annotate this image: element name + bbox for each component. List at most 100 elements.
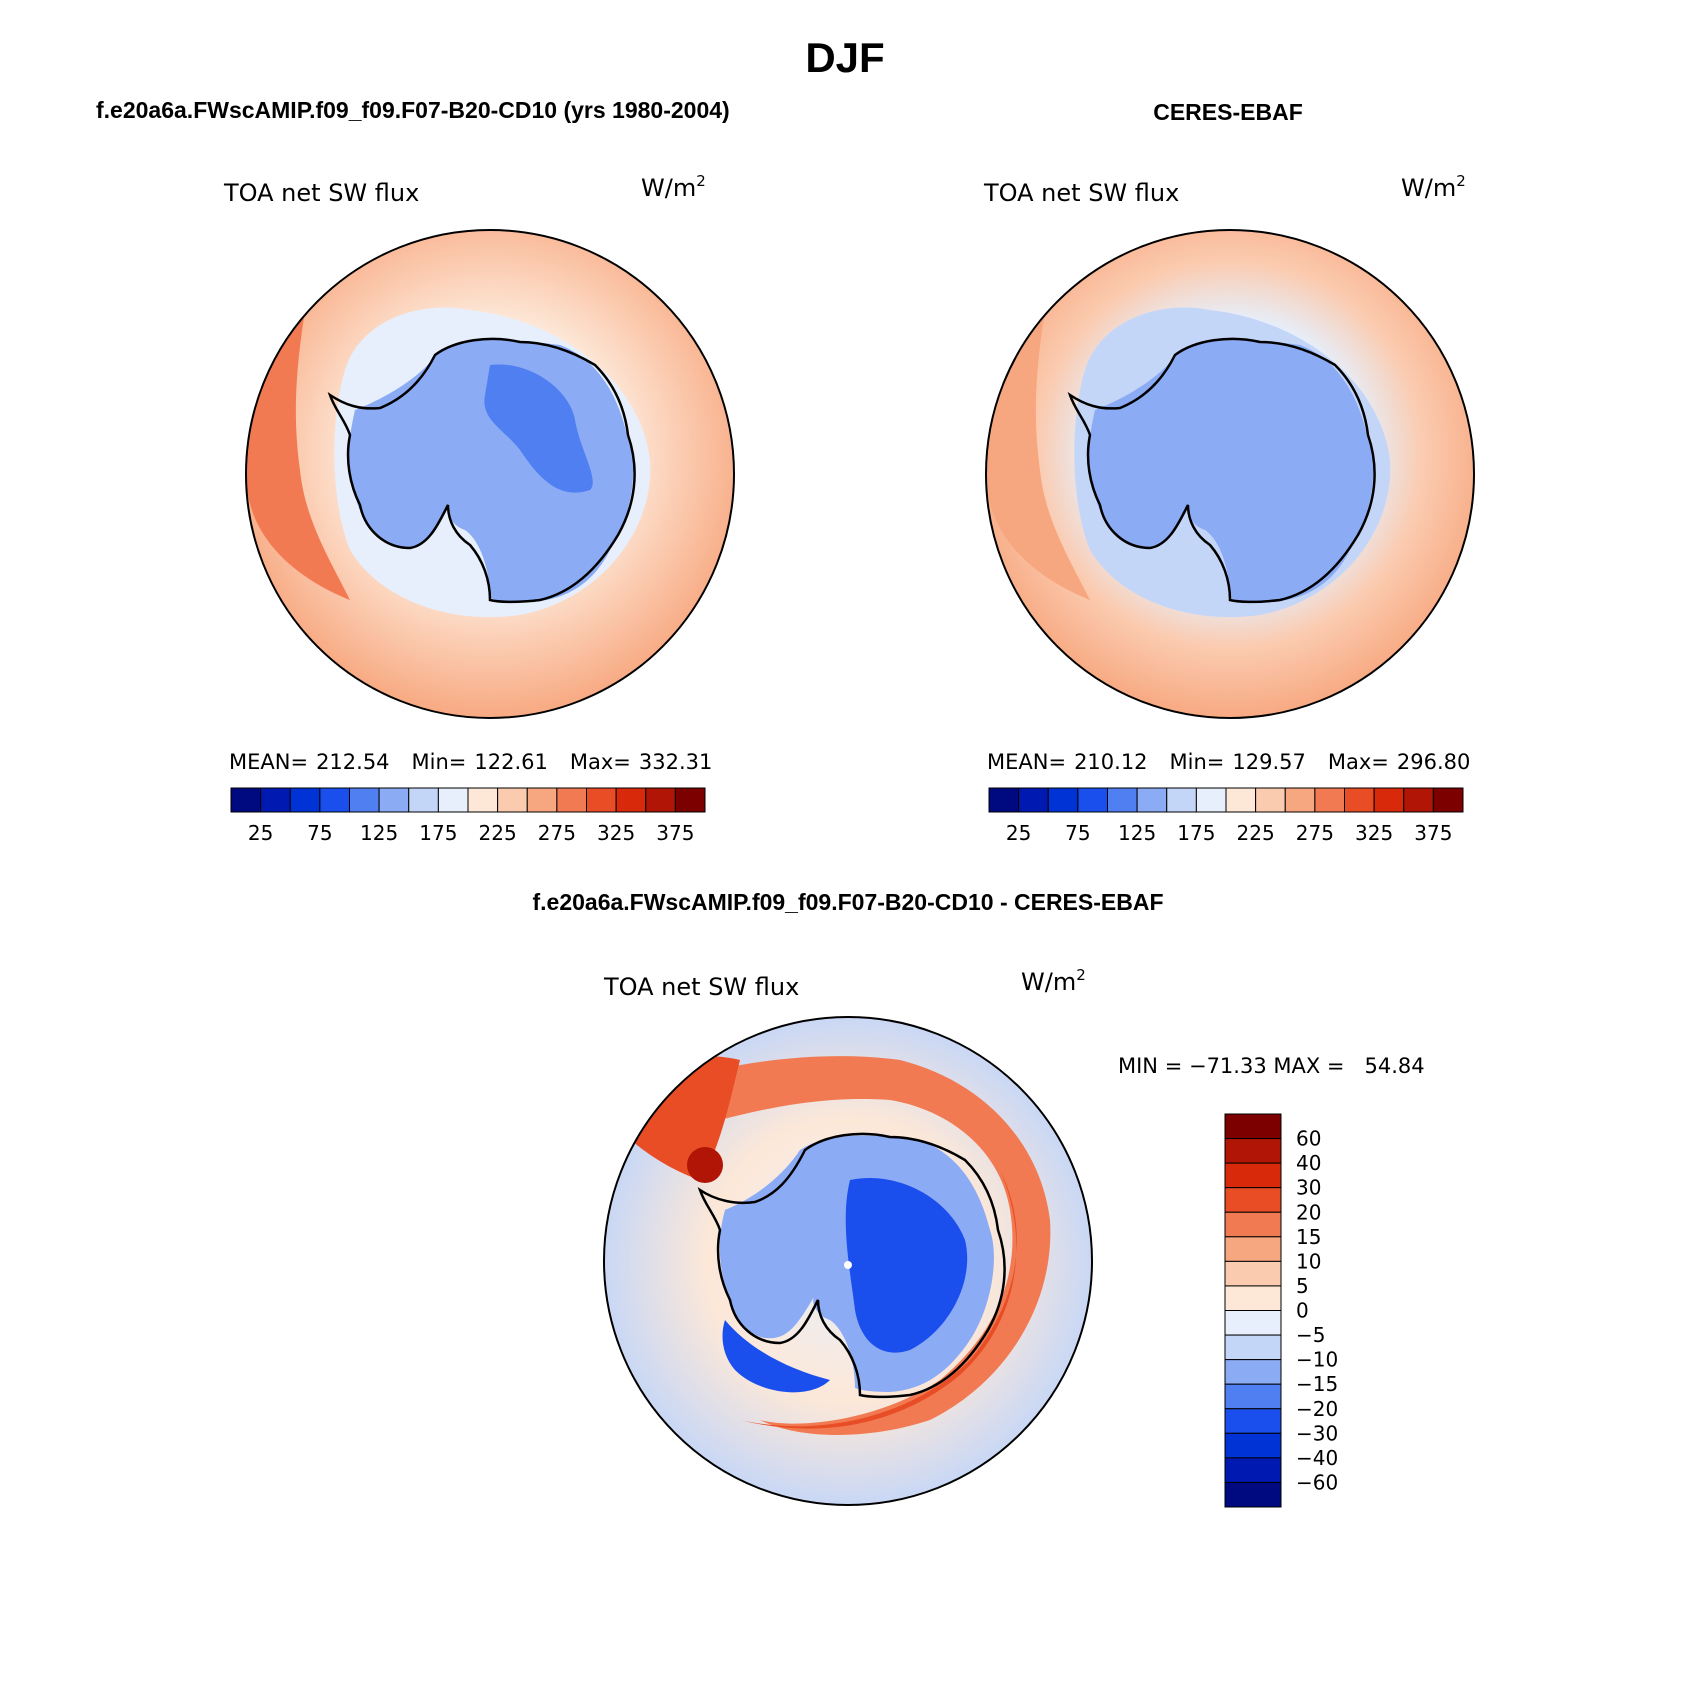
colorbar-swatch bbox=[1224, 1285, 1282, 1311]
panel2-stats: MEAN= 210.12 Min= 129.57 Max= 296.80 bbox=[987, 750, 1470, 774]
colorbar-tick-label: 175 bbox=[1177, 821, 1215, 845]
colorbar-swatch bbox=[1432, 787, 1464, 813]
panel1-heading: f.e20a6a.FWscAMIP.f09_f09.F07-B20-CD10 (… bbox=[96, 97, 730, 123]
panel3-pole-marker bbox=[844, 1261, 852, 1269]
colorbar-tick-label: 0 bbox=[1296, 1299, 1309, 1323]
panel3-stats: MIN = −71.33 MAX = 54.84 bbox=[1118, 1054, 1425, 1078]
colorbar-swatch bbox=[349, 787, 380, 813]
panel2-antarctica-fill bbox=[1088, 340, 1374, 602]
colorbar-tick-label: 5 bbox=[1296, 1274, 1309, 1298]
colorbar-tick-label: 25 bbox=[248, 821, 273, 845]
colorbar-swatch bbox=[408, 787, 439, 813]
colorbar-tick-label: 375 bbox=[656, 821, 694, 845]
colorbar-tick-label: 75 bbox=[1065, 821, 1090, 845]
colorbar-tick-label: 15 bbox=[1296, 1225, 1321, 1249]
panel3-colorbar bbox=[1224, 1113, 1282, 1508]
colorbar-swatch bbox=[260, 787, 291, 813]
colorbar-tick-label: 30 bbox=[1296, 1176, 1321, 1200]
panel1-coastline bbox=[327, 337, 636, 604]
panel3-weddell-negative bbox=[722, 1320, 830, 1393]
panel1-colorbar bbox=[230, 787, 706, 813]
panel1-stats: MEAN= 212.54 Min= 122.61 Max= 332.31 bbox=[229, 750, 712, 774]
panel3-units: W/m2 bbox=[1021, 966, 1086, 996]
panel2-map bbox=[986, 230, 1474, 718]
colorbar-tick-label: −60 bbox=[1296, 1470, 1338, 1494]
colorbar-swatch bbox=[1136, 787, 1168, 813]
colorbar-swatch bbox=[526, 787, 558, 813]
colorbar-swatch bbox=[1018, 787, 1049, 813]
colorbar-swatch bbox=[1077, 787, 1108, 813]
colorbar-swatch bbox=[645, 787, 676, 813]
panel2-heading: CERES-EBAF bbox=[1153, 99, 1303, 125]
colorbar-swatch bbox=[1225, 787, 1257, 813]
colorbar-swatch bbox=[556, 787, 587, 813]
colorbar-swatch bbox=[1224, 1481, 1282, 1508]
colorbar-tick-label: 225 bbox=[479, 821, 517, 845]
panel1-colorbar-ticks: 25 75 125 175 225 275 325 375 bbox=[248, 821, 695, 845]
colorbar-swatch bbox=[1224, 1138, 1282, 1164]
colorbar-swatch bbox=[497, 787, 528, 813]
colorbar-swatch bbox=[1224, 1187, 1282, 1213]
panel1-map bbox=[246, 230, 734, 718]
colorbar-swatch bbox=[1107, 787, 1138, 813]
colorbar-tick-label: 325 bbox=[1355, 821, 1393, 845]
colorbar-tick-label: −30 bbox=[1296, 1421, 1338, 1445]
colorbar-tick-label: −5 bbox=[1296, 1323, 1325, 1347]
colorbar-swatch bbox=[1224, 1383, 1282, 1410]
colorbar-tick-label: 225 bbox=[1237, 821, 1275, 845]
colorbar-tick-label: 40 bbox=[1296, 1151, 1321, 1175]
panel3-max-blob bbox=[687, 1147, 723, 1183]
panel1-variable-label: TOA net SW flux bbox=[223, 179, 419, 207]
panel1-map-border bbox=[245, 229, 735, 719]
colorbar-tick-label: 275 bbox=[538, 821, 576, 845]
colorbar-swatch bbox=[1224, 1408, 1282, 1434]
colorbar-swatch bbox=[1224, 1310, 1282, 1336]
colorbar-swatch bbox=[467, 787, 499, 813]
colorbar-swatch bbox=[1284, 787, 1316, 813]
panel3-east-negative bbox=[845, 1178, 968, 1353]
colorbar-tick-label: 125 bbox=[1118, 821, 1156, 845]
panel2-variable-label: TOA net SW flux bbox=[983, 179, 1179, 207]
colorbar-swatch bbox=[1224, 1334, 1282, 1361]
colorbar-swatch bbox=[1255, 787, 1286, 813]
colorbar-swatch bbox=[1314, 787, 1345, 813]
panel2-colorbar-ticks: 25 75 125 175 225 275 325 375 bbox=[1006, 821, 1453, 845]
colorbar-swatch bbox=[378, 787, 410, 813]
panel3-heading: f.e20a6a.FWscAMIP.f09_f09.F07-B20-CD10 -… bbox=[532, 889, 1163, 915]
panel3-coastline bbox=[697, 1132, 1006, 1399]
colorbar-swatch bbox=[1224, 1260, 1282, 1287]
colorbar-swatch bbox=[674, 787, 706, 813]
colorbar-swatch bbox=[1344, 787, 1375, 813]
colorbar-tick-label: 175 bbox=[419, 821, 457, 845]
panel1-units: W/m2 bbox=[641, 172, 706, 202]
colorbar-swatch bbox=[988, 787, 1020, 813]
colorbar-tick-label: 20 bbox=[1296, 1200, 1321, 1224]
colorbar-swatch bbox=[615, 787, 647, 813]
colorbar-swatch bbox=[1224, 1457, 1282, 1483]
panel3-map bbox=[604, 1017, 1092, 1505]
colorbar-swatch bbox=[1373, 787, 1405, 813]
colorbar-swatch bbox=[1224, 1432, 1282, 1459]
figure-title: DJF bbox=[805, 34, 884, 81]
panel2-colorbar bbox=[988, 787, 1464, 813]
colorbar-tick-label: 60 bbox=[1296, 1127, 1321, 1151]
colorbar-swatch bbox=[1224, 1236, 1282, 1262]
colorbar-tick-label: −15 bbox=[1296, 1372, 1338, 1396]
panel2-map-border bbox=[985, 229, 1475, 719]
colorbar-tick-label: 75 bbox=[307, 821, 332, 845]
colorbar-swatch bbox=[289, 787, 321, 813]
colorbar-swatch bbox=[437, 787, 469, 813]
colorbar-swatch bbox=[1047, 787, 1079, 813]
colorbar-swatch bbox=[1224, 1211, 1282, 1238]
colorbar-tick-label: −40 bbox=[1296, 1446, 1338, 1470]
colorbar-swatch bbox=[1224, 1359, 1282, 1385]
colorbar-swatch bbox=[1195, 787, 1227, 813]
panel2-coastline bbox=[1067, 337, 1376, 604]
colorbar-tick-label: 125 bbox=[360, 821, 398, 845]
colorbar-tick-label: −10 bbox=[1296, 1348, 1338, 1372]
colorbar-tick-label: −20 bbox=[1296, 1397, 1338, 1421]
colorbar-tick-label: 375 bbox=[1414, 821, 1452, 845]
